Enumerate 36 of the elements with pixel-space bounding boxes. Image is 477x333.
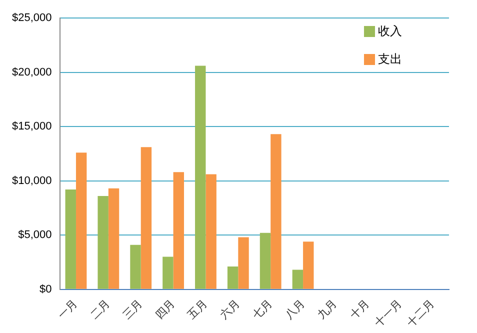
bar (108, 188, 120, 289)
bar (292, 270, 304, 289)
x-tick-label: 六月 (218, 296, 242, 322)
bar (98, 196, 108, 289)
bar (238, 237, 249, 289)
x-tick-label: 四月 (152, 296, 178, 322)
bar (206, 174, 216, 289)
x-tick-label: 九月 (314, 296, 340, 322)
bar (162, 256, 174, 289)
y-tick-label: $0 (40, 283, 52, 296)
x-tick-label: 十二月 (404, 296, 437, 330)
bar (227, 266, 238, 289)
x-tick-label: 十月 (347, 296, 372, 322)
y-tick-label: $5,000 (18, 229, 52, 242)
x-tick-label: 二月 (88, 296, 113, 322)
legend-label: 收入 (378, 22, 402, 40)
x-tick-label: 五月 (185, 296, 210, 322)
bar (270, 134, 282, 289)
y-tick-label: $10,000 (12, 174, 52, 187)
x-tick-label: 八月 (282, 296, 308, 322)
bar (195, 66, 206, 289)
bar (76, 152, 87, 289)
bar (173, 172, 184, 289)
bar (140, 147, 152, 289)
bar (65, 189, 76, 289)
bar (130, 244, 141, 289)
x-tick-label: 一月 (55, 296, 80, 322)
x-tick-label: 三月 (120, 296, 145, 322)
y-tick-label: $15,000 (12, 120, 52, 133)
y-tick-label: $25,000 (12, 12, 52, 24)
x-tick-label: 七月 (250, 296, 275, 322)
y-tick-label: $20,000 (12, 66, 52, 78)
bar (260, 232, 271, 289)
x-tick-label: 十一月 (372, 296, 404, 330)
bar (303, 242, 314, 289)
legend-label: 支出 (378, 50, 402, 68)
